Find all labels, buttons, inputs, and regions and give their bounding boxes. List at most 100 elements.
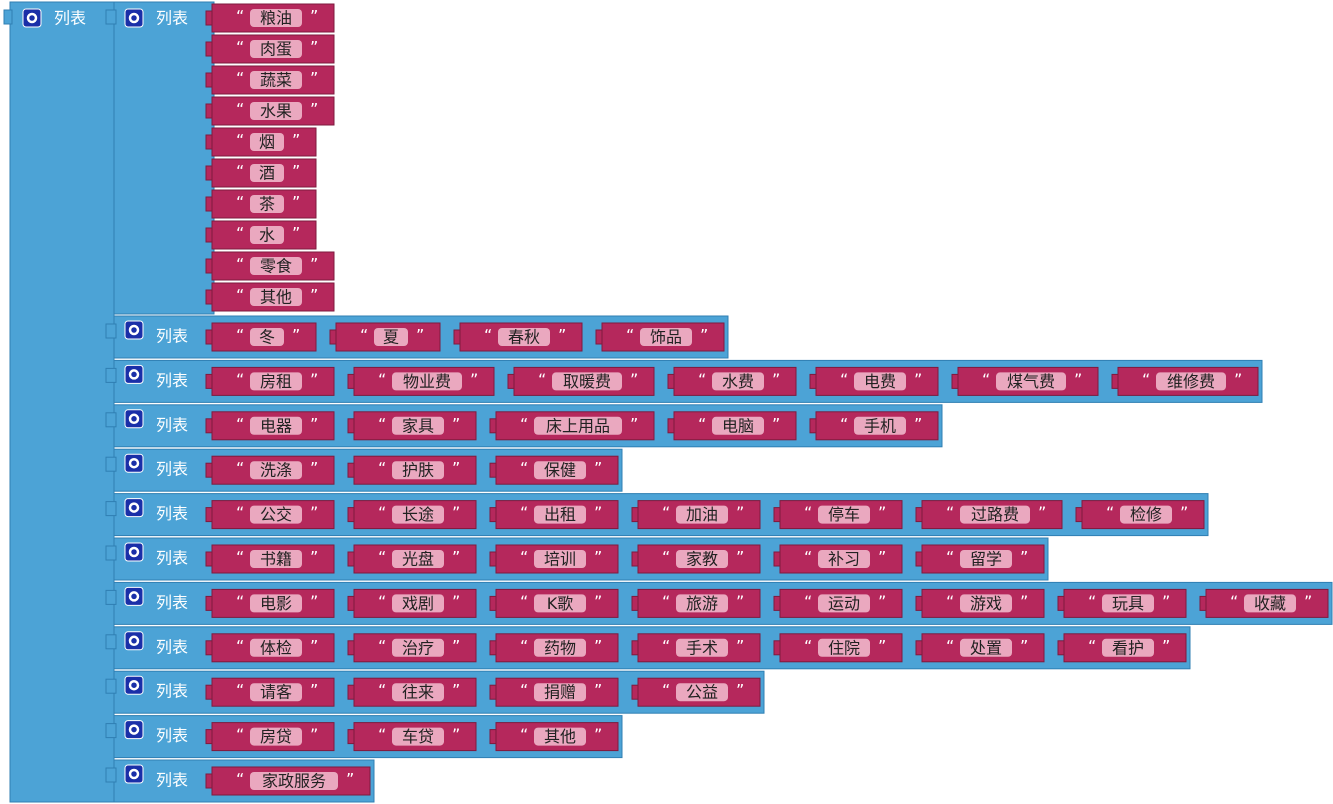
text-block[interactable]	[921, 588, 1045, 618]
text-value[interactable]: 出租	[544, 505, 576, 524]
text-value[interactable]: 捐赠	[544, 683, 576, 702]
text-value[interactable]: 过路费	[971, 505, 1019, 524]
text-value[interactable]: 饰品	[650, 328, 682, 347]
text-value[interactable]: 水果	[260, 102, 292, 121]
text-value[interactable]: 煤气费	[1007, 372, 1055, 391]
text-value[interactable]: 肉蛋	[260, 40, 292, 59]
text-value[interactable]: 维修费	[1167, 372, 1215, 391]
text-value[interactable]: 请客	[260, 683, 292, 702]
text-value[interactable]: 电影	[260, 594, 292, 613]
mutator-icon[interactable]	[124, 409, 144, 429]
text-value[interactable]: 处置	[970, 638, 1002, 657]
text-block[interactable]	[673, 366, 797, 396]
quote-close: ”	[452, 681, 460, 700]
text-value[interactable]: 检修	[1130, 505, 1162, 524]
text-value[interactable]: 游戏	[970, 594, 1002, 613]
quote-close: ”	[292, 162, 300, 181]
text-value[interactable]: 手机	[864, 416, 896, 435]
text-value[interactable]: 其他	[260, 288, 292, 307]
text-value[interactable]: 家具	[402, 416, 434, 435]
text-value[interactable]: 茶	[259, 195, 275, 214]
text-value[interactable]: 运动	[828, 594, 860, 613]
text-field	[392, 638, 444, 657]
text-block[interactable]	[211, 251, 335, 281]
text-value[interactable]: 零食	[260, 257, 292, 276]
text-value[interactable]: 水	[259, 226, 275, 245]
text-value[interactable]: 体检	[260, 638, 292, 657]
text-value[interactable]: 公交	[260, 505, 292, 524]
text-value[interactable]: 蔬菜	[260, 71, 292, 90]
text-value[interactable]: K歌	[547, 594, 574, 613]
quote-open: “	[236, 286, 244, 305]
mutator-icon[interactable]	[124, 542, 144, 562]
text-value[interactable]: 电费	[864, 372, 896, 391]
text-value[interactable]: 长途	[402, 505, 434, 524]
mutator-icon[interactable]	[124, 720, 144, 740]
text-value[interactable]: 培训	[544, 550, 576, 569]
text-value[interactable]: 书籍	[260, 550, 292, 569]
block-label: 列表	[156, 9, 188, 28]
text-value[interactable]: 光盘	[402, 550, 434, 569]
text-value[interactable]: 粮油	[260, 9, 292, 28]
text-value[interactable]: 药物	[544, 638, 576, 657]
text-value[interactable]: 留学	[970, 550, 1002, 569]
quote-close: ”	[736, 681, 744, 700]
text-value[interactable]: 其他	[544, 727, 576, 746]
text-value[interactable]: 酒	[259, 164, 275, 183]
text-block[interactable]	[513, 366, 655, 396]
mutator-icon[interactable]	[124, 498, 144, 518]
text-value[interactable]: 加油	[686, 505, 718, 524]
text-value[interactable]: 水费	[722, 372, 754, 391]
text-value[interactable]: 旅游	[686, 594, 718, 613]
text-value[interactable]: 看护	[1112, 638, 1144, 657]
text-value[interactable]: 手术	[686, 638, 718, 657]
text-value[interactable]: 春秋	[508, 328, 540, 347]
text-value[interactable]: 玩具	[1112, 594, 1144, 613]
text-value[interactable]: 保健	[544, 461, 576, 480]
text-value[interactable]: 收藏	[1254, 594, 1286, 613]
text-value[interactable]: 停车	[828, 505, 860, 524]
text-value[interactable]: 电器	[260, 416, 292, 435]
text-value[interactable]: 物业费	[403, 372, 451, 391]
quote-open: “	[236, 370, 244, 389]
text-value[interactable]: 房贷	[260, 727, 292, 746]
quote-close: ”	[1162, 636, 1170, 655]
quote-close: ”	[914, 370, 922, 389]
mutator-icon[interactable]	[22, 8, 42, 28]
text-value[interactable]: 家政服务	[262, 772, 326, 791]
text-value[interactable]: 床上用品	[546, 416, 610, 435]
text-value[interactable]: 房租	[260, 372, 292, 391]
mutator-icon[interactable]	[124, 586, 144, 606]
text-value[interactable]: 家教	[686, 550, 718, 569]
text-value[interactable]: 取暖费	[563, 372, 611, 391]
text-value[interactable]: 烟	[259, 133, 275, 152]
text-value[interactable]: 护肤	[402, 461, 434, 480]
list-connector	[105, 323, 117, 339]
mutator-icon[interactable]	[124, 320, 144, 340]
mutator-icon[interactable]	[124, 8, 144, 28]
text-field	[960, 505, 1030, 524]
text-value[interactable]: 公益	[686, 683, 718, 702]
mutator-icon[interactable]	[124, 764, 144, 784]
text-value[interactable]: 冬	[259, 328, 275, 347]
quote-open: “	[698, 414, 706, 433]
text-value[interactable]: 治疗	[402, 638, 434, 657]
text-value[interactable]: 电脑	[722, 416, 754, 435]
text-value[interactable]: 车贷	[402, 727, 434, 746]
text-block[interactable]	[495, 633, 619, 663]
text-value[interactable]: 洗涤	[260, 461, 292, 480]
quote-open: “	[236, 592, 244, 611]
mutator-icon[interactable]	[124, 364, 144, 384]
mutator-icon[interactable]	[124, 453, 144, 473]
text-block[interactable]	[601, 322, 725, 352]
text-value[interactable]: 夏	[383, 328, 399, 347]
quote-open: “	[1088, 592, 1096, 611]
text-value[interactable]: 住院	[828, 638, 860, 657]
text-value[interactable]: 补习	[828, 550, 860, 569]
mutator-icon[interactable]	[124, 631, 144, 651]
text-value[interactable]: 戏剧	[402, 594, 434, 613]
text-value[interactable]: 往来	[402, 683, 434, 702]
mutator-icon[interactable]	[124, 675, 144, 695]
outer-list-block[interactable]	[9, 1, 115, 803]
list-block[interactable]	[113, 1, 215, 315]
